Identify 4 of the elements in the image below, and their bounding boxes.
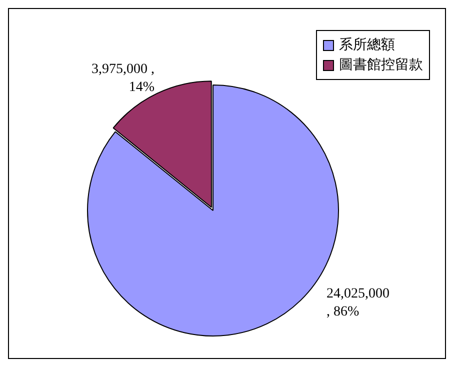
data-label: 3,975,000 , 14% [92, 62, 155, 95]
data-label: 24,025,000 , 86% [326, 286, 390, 320]
legend-label: 系所總額 [339, 36, 395, 55]
legend-label: 圖書館控留款 [339, 56, 423, 75]
